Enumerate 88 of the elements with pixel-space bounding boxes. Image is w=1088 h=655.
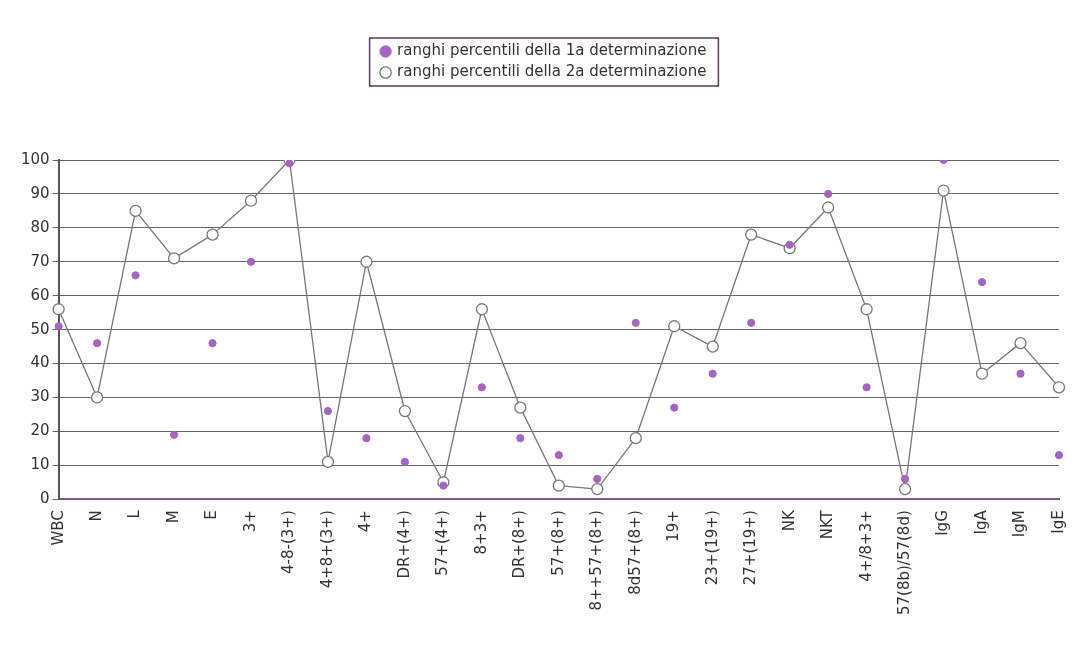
x-tick-label: 4-8-(3+) [279, 510, 298, 574]
point [977, 278, 987, 287]
point [706, 340, 719, 353]
point [824, 189, 833, 199]
x-tick-label: 3+ [240, 510, 259, 533]
point [1052, 381, 1066, 394]
point [593, 474, 602, 483]
point [246, 257, 256, 266]
x-tick-label: 57+(8+) [548, 510, 567, 576]
point [901, 474, 910, 483]
point [745, 228, 758, 241]
y-tick-label: 100 [20, 149, 50, 168]
point [169, 430, 179, 439]
point [360, 255, 373, 268]
x-tick-label: 19+ [664, 510, 683, 542]
y-tick-label: 50 [30, 319, 50, 338]
x-tick-label: 8d57+(8+) [625, 510, 644, 595]
point [439, 481, 448, 490]
x-tick-label: 57(8b)/57(8d) [894, 510, 913, 615]
point [475, 303, 489, 316]
legend-label: ranghi percentili della 2a determinazione [397, 62, 707, 81]
x-tick-label: 57+(4+) [433, 510, 452, 576]
x-tick-label: DR+(8+) [510, 510, 529, 579]
point [975, 367, 989, 380]
point [668, 320, 681, 333]
x-tick-label: 4+8+(3+) [317, 510, 336, 589]
x-tick-label: IgM [1010, 510, 1029, 538]
y-tick-label: 30 [30, 387, 50, 406]
point [206, 228, 219, 241]
point [400, 457, 410, 467]
y-tick-label: 0 [40, 489, 50, 508]
point [514, 401, 527, 414]
x-tick-label: NKT [818, 509, 837, 540]
point [208, 339, 217, 348]
x-tick-label: IgG [933, 510, 952, 536]
point [629, 432, 642, 445]
point [1054, 451, 1064, 460]
y-tick-label: 90 [30, 183, 50, 202]
y-tick-label: 60 [30, 285, 50, 304]
point [747, 318, 756, 327]
x-tick-label: 8++57+(8+) [587, 510, 606, 611]
x-tick-label: L [125, 509, 144, 519]
point [129, 204, 142, 218]
x-tick-label: 4+ [356, 510, 375, 533]
point [554, 451, 563, 460]
point [52, 303, 65, 316]
point [937, 184, 950, 197]
y-tick-label: 10 [30, 455, 50, 474]
x-tick-label: 8+3+ [471, 510, 490, 555]
point [323, 406, 333, 416]
point [862, 383, 871, 392]
point [477, 383, 486, 392]
point [591, 482, 604, 496]
point [516, 434, 525, 443]
x-tick-label: IgE [1048, 510, 1067, 534]
point [90, 391, 104, 404]
point [785, 240, 794, 249]
y-tick-label: 80 [30, 217, 50, 236]
point [631, 318, 640, 327]
point [1016, 369, 1025, 378]
x-tick-label: N [87, 510, 105, 522]
point [708, 369, 717, 378]
point [244, 194, 258, 207]
y-tick-label: 40 [30, 353, 50, 372]
point [822, 201, 835, 214]
x-tick-label: M [163, 510, 182, 524]
point [898, 482, 912, 496]
point [362, 434, 371, 443]
x-tick-label: 27+(19+) [741, 510, 760, 586]
point [131, 271, 140, 280]
legend-label: ranghi percentili della 1a determinazione [397, 41, 707, 60]
point [93, 339, 102, 348]
x-tick-label: WBC [48, 510, 67, 546]
x-tick-label: 23+(19+) [702, 510, 721, 586]
point [670, 403, 679, 412]
point [398, 404, 412, 418]
point [1014, 337, 1027, 350]
y-tick-label: 70 [30, 251, 50, 270]
point [552, 479, 565, 492]
point [860, 303, 873, 316]
x-tick-label: 4+/8+3+ [856, 510, 875, 582]
x-tick-label: IgA [971, 509, 990, 535]
point [321, 455, 335, 469]
point [167, 252, 181, 265]
x-tick-label: DR+(4+) [394, 510, 413, 579]
x-tick-label: E [202, 510, 221, 520]
y-tick-label: 20 [30, 421, 50, 440]
x-tick-label: NK [779, 509, 798, 532]
